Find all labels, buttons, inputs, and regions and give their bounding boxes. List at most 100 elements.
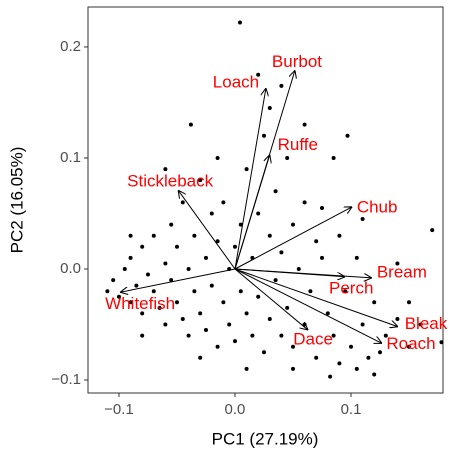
y-axis-title: PC2 (16.05%) bbox=[7, 147, 26, 254]
point bbox=[430, 228, 435, 233]
point bbox=[111, 278, 116, 283]
point bbox=[267, 316, 272, 321]
x-axis-title: PC1 (27.19%) bbox=[212, 429, 319, 448]
point bbox=[122, 266, 127, 271]
point bbox=[360, 322, 365, 327]
point bbox=[215, 239, 220, 244]
point bbox=[105, 289, 110, 294]
y-tick-label: 0.2 bbox=[60, 38, 81, 55]
point bbox=[345, 133, 350, 138]
loading-arrow bbox=[234, 207, 352, 270]
point bbox=[169, 222, 174, 227]
point bbox=[331, 155, 336, 160]
point bbox=[163, 322, 168, 327]
point bbox=[302, 122, 307, 127]
point bbox=[215, 155, 220, 160]
loading-arrow bbox=[234, 268, 382, 343]
point bbox=[314, 355, 319, 360]
point bbox=[395, 261, 400, 266]
point bbox=[140, 311, 145, 316]
point bbox=[116, 294, 121, 299]
point bbox=[261, 350, 266, 355]
point bbox=[244, 167, 249, 172]
point bbox=[337, 233, 342, 238]
point bbox=[372, 300, 377, 305]
loading-label: Stickleback bbox=[127, 172, 213, 191]
point bbox=[328, 374, 333, 379]
point bbox=[221, 300, 226, 305]
loading-arrow bbox=[120, 268, 236, 292]
point bbox=[267, 106, 272, 111]
point bbox=[279, 333, 284, 338]
point bbox=[360, 217, 365, 222]
x-tick-label: 0.1 bbox=[341, 401, 362, 418]
point bbox=[198, 178, 203, 183]
loading-label: Perch bbox=[329, 278, 373, 297]
point bbox=[203, 328, 208, 333]
loading-arrow bbox=[234, 268, 398, 327]
point bbox=[256, 211, 261, 216]
loading-label: Whitefish bbox=[105, 294, 175, 313]
point bbox=[198, 355, 203, 360]
loading-label: Bleak bbox=[405, 314, 448, 333]
point bbox=[279, 250, 284, 255]
point bbox=[128, 300, 133, 305]
point bbox=[209, 283, 214, 288]
point bbox=[418, 322, 423, 327]
point bbox=[227, 322, 232, 327]
point bbox=[221, 200, 226, 205]
point bbox=[261, 133, 266, 138]
point bbox=[290, 366, 295, 371]
point bbox=[192, 233, 197, 238]
loading-label: Loach bbox=[213, 73, 259, 92]
point bbox=[349, 344, 354, 349]
point bbox=[319, 255, 324, 260]
point bbox=[302, 200, 307, 205]
point bbox=[314, 239, 319, 244]
point bbox=[238, 222, 243, 227]
point bbox=[186, 333, 191, 338]
y-tick-label: 0.0 bbox=[60, 260, 81, 277]
point bbox=[279, 83, 284, 88]
point bbox=[151, 233, 156, 238]
point bbox=[354, 255, 359, 260]
point bbox=[198, 311, 203, 316]
x-tick-label: −0.1 bbox=[104, 401, 134, 418]
point bbox=[157, 305, 162, 310]
point bbox=[325, 311, 330, 316]
point bbox=[188, 122, 193, 127]
point bbox=[383, 333, 388, 338]
loading-label: Roach bbox=[386, 334, 435, 353]
point bbox=[273, 278, 278, 283]
point bbox=[186, 266, 191, 271]
point bbox=[232, 339, 237, 344]
y-tick-label: −0.1 bbox=[51, 371, 81, 388]
point bbox=[192, 289, 197, 294]
point bbox=[256, 72, 261, 77]
point bbox=[163, 261, 168, 266]
point bbox=[290, 222, 295, 227]
loading-label: Burbot bbox=[272, 52, 322, 71]
point bbox=[244, 366, 249, 371]
loading-label: Bream bbox=[377, 262, 427, 281]
point bbox=[151, 289, 156, 294]
point bbox=[215, 344, 220, 349]
point bbox=[134, 283, 139, 288]
point bbox=[256, 294, 261, 299]
point bbox=[128, 233, 133, 238]
point bbox=[343, 289, 348, 294]
point bbox=[331, 333, 336, 338]
point bbox=[140, 333, 145, 338]
point bbox=[267, 233, 272, 238]
point bbox=[163, 167, 168, 172]
point bbox=[296, 266, 301, 271]
point bbox=[203, 255, 208, 260]
point bbox=[128, 255, 133, 260]
loading-arrow bbox=[234, 268, 345, 277]
point bbox=[238, 289, 243, 294]
point bbox=[244, 311, 249, 316]
point bbox=[407, 344, 412, 349]
loading-label: Chub bbox=[357, 197, 398, 216]
point bbox=[285, 155, 290, 160]
